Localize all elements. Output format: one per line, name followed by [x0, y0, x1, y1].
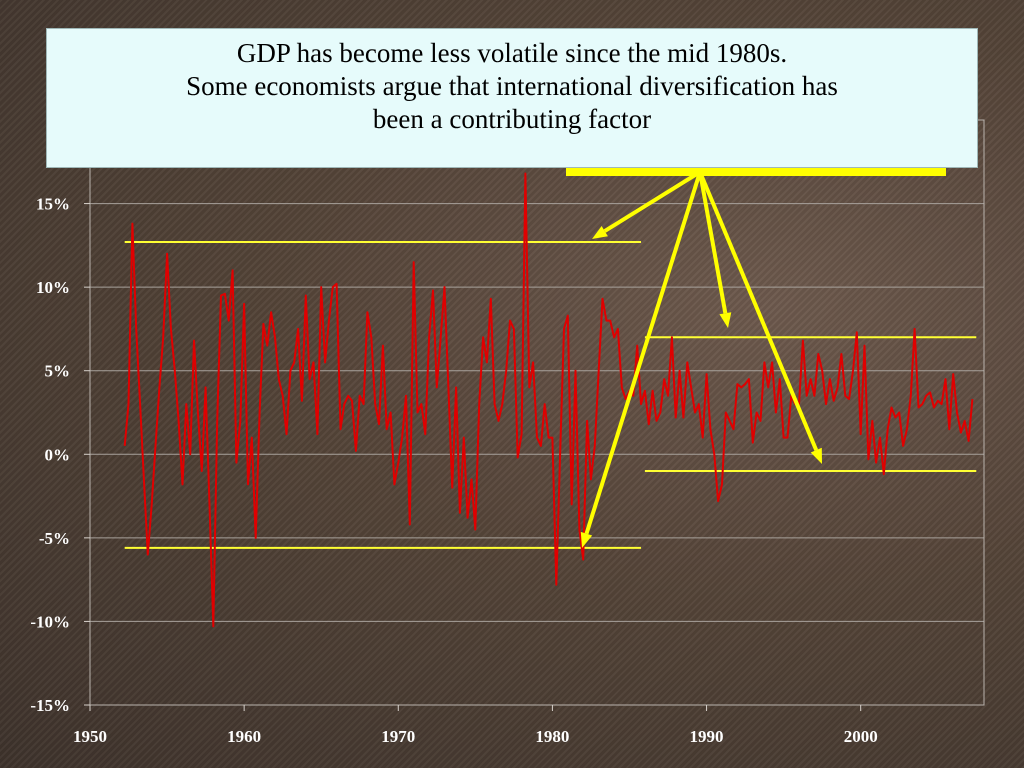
callout-line-1: GDP has become less volatile since the m… — [236, 38, 788, 68]
y-tick-label: 0% — [45, 445, 71, 464]
x-tick-label: 1990 — [690, 727, 724, 746]
arrow-shaft-3 — [698, 171, 728, 314]
y-tick-label: -15% — [30, 696, 70, 715]
y-tick-label: -5% — [39, 529, 70, 548]
callout-box: GDP has become less volatile since the m… — [46, 28, 978, 168]
arrow-shaft-1 — [603, 170, 702, 233]
arrow-shaft-2 — [584, 171, 702, 535]
highlight-bar — [566, 166, 946, 176]
y-tick-label: -10% — [30, 612, 70, 631]
arrow-head-2 — [580, 531, 593, 548]
volatility-bands — [124, 241, 977, 549]
x-tick-label: 1960 — [227, 727, 261, 746]
x-tick-label: 1970 — [381, 727, 415, 746]
x-axis: 1950 1960 1970 1980 1990 2000 — [73, 705, 878, 746]
gdp-growth-series-line — [123, 172, 974, 628]
arrow-head-3 — [719, 312, 732, 328]
callout-line-2: Some economists argue that international… — [186, 71, 838, 101]
x-tick-label: 1980 — [535, 727, 569, 746]
x-tick-label: 1950 — [73, 727, 107, 746]
callout-arrows — [580, 170, 822, 548]
arrow-head-1 — [592, 226, 608, 239]
y-tick-label: 15% — [36, 195, 70, 214]
plot-area-frame — [89, 119, 985, 706]
x-tick-label: 2000 — [844, 727, 878, 746]
y-tick-label: 10% — [36, 278, 70, 297]
y-axis: -15%-10%-5%0%5%10%15%20 — [30, 111, 90, 715]
gridlines — [90, 203, 984, 622]
arrow-shaft-4 — [698, 171, 819, 451]
y-tick-label: 5% — [45, 362, 71, 381]
callout-line-3: been a contributing factor — [372, 104, 652, 134]
arrow-head-4 — [810, 447, 822, 464]
